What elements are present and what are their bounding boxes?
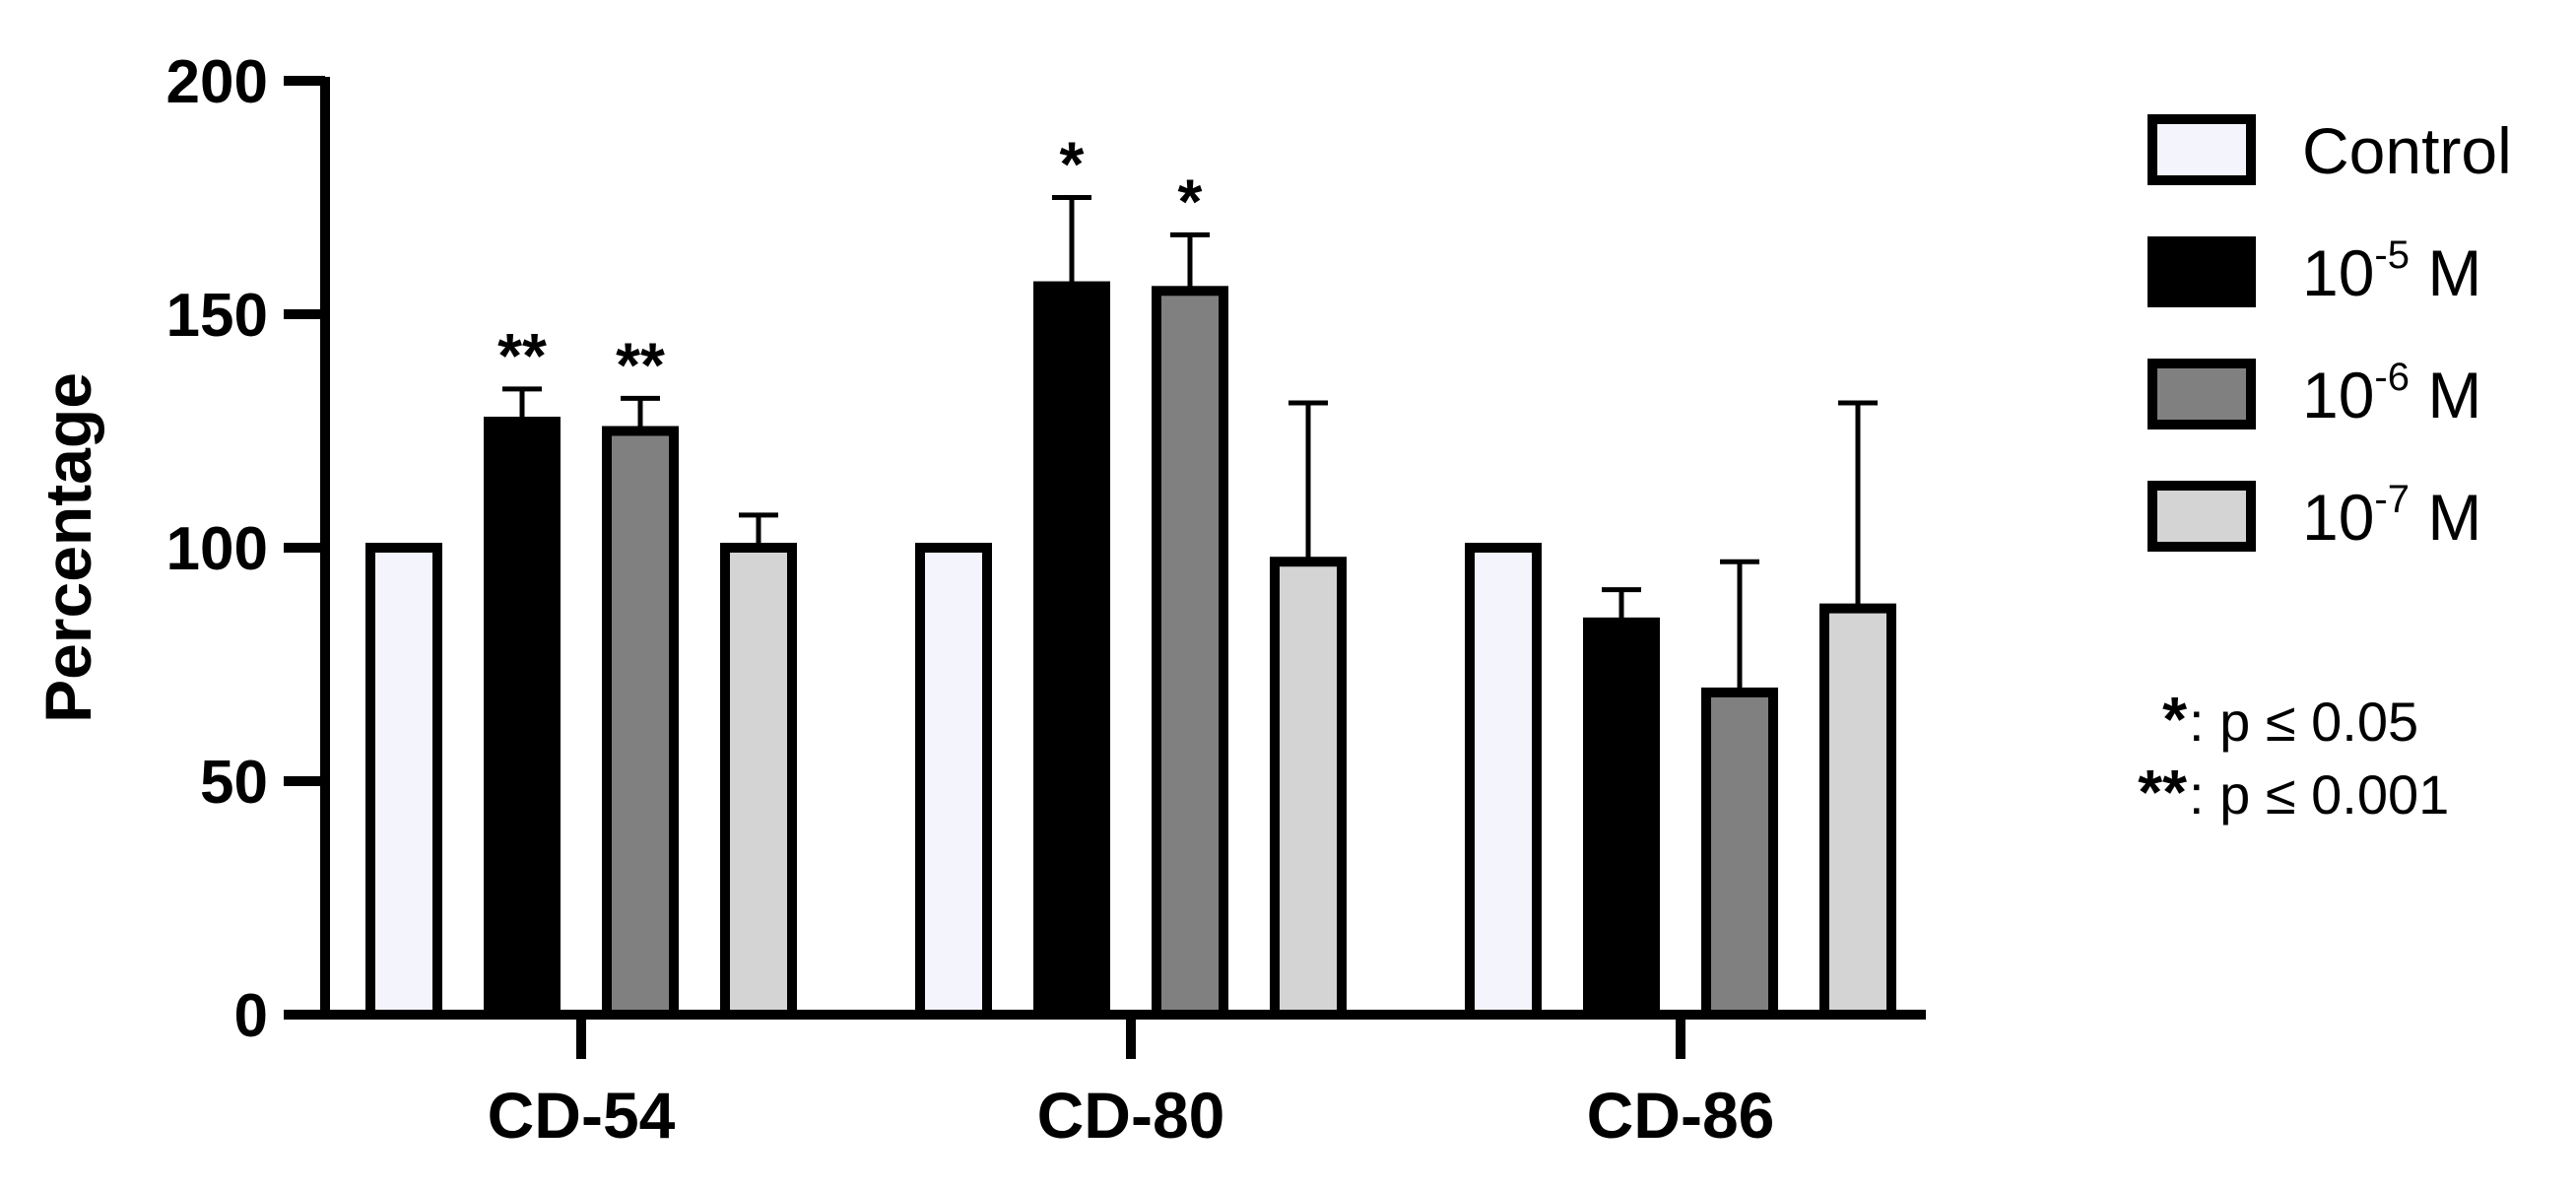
bar [1270, 557, 1347, 1020]
note-text-double: : p ≤ 0.001 [2189, 763, 2449, 825]
category-label: CD-54 [488, 1079, 676, 1152]
legend-swatch [2147, 359, 2256, 429]
bar [1033, 281, 1110, 1020]
significance-note: *: p ≤ 0.05**: p ≤ 0.001 [2138, 684, 2449, 827]
significance-markers: ** **** [497, 129, 1202, 401]
legend-label-base: 10 [2302, 359, 2374, 431]
legend-label: 10-7 M [2302, 478, 2481, 554]
legend-label-unit: M [2410, 359, 2481, 431]
y-tick-label: 100 [166, 515, 268, 583]
legend-label-exponent: -5 [2374, 233, 2410, 277]
legend-swatch [2147, 481, 2256, 552]
bar [484, 417, 561, 1020]
y-tick-label: 0 [234, 982, 268, 1050]
bar [1701, 687, 1778, 1020]
legend-label-exponent: -6 [2374, 356, 2410, 399]
legend-label: 10-6 M [2302, 356, 2481, 431]
significance-marker: * [1060, 129, 1085, 200]
bar [720, 543, 797, 1020]
bar [602, 426, 679, 1020]
legend-label-exponent: -7 [2374, 478, 2410, 521]
bar [1152, 286, 1228, 1020]
legend-label: 10-5 M [2302, 233, 2481, 309]
significance-marker: * [1178, 165, 1203, 236]
note-text-single: : p ≤ 0.05 [2189, 691, 2418, 753]
legend-swatch [2147, 236, 2256, 307]
note-symbol-double: ** [2138, 757, 2187, 827]
error-bars [502, 195, 1878, 693]
axes: 0 50 100 150 200 Percentage CD-54 CD-80 CD-86 [32, 48, 1926, 1152]
category-label: CD-80 [1037, 1079, 1225, 1152]
note-symbol-single: * [2162, 684, 2187, 755]
bars [365, 281, 1896, 1021]
bar [1819, 603, 1896, 1020]
y-tick-label: 150 [166, 282, 268, 350]
bar [365, 543, 442, 1020]
legend-label-base: Control [2302, 114, 2512, 187]
bar [1465, 543, 1542, 1020]
legend-label-base: 10 [2302, 481, 2374, 554]
bar [915, 543, 992, 1020]
category-label: CD-86 [1587, 1079, 1775, 1152]
significance-marker: ** [497, 320, 547, 391]
legend-label-base: 10 [2302, 236, 2374, 309]
legend-label-unit: M [2410, 236, 2481, 309]
legend-label-unit: M [2410, 481, 2481, 554]
legend-label: Control [2302, 114, 2512, 187]
bar [1583, 617, 1660, 1021]
significance-marker: ** [616, 329, 665, 400]
legend-swatch [2147, 114, 2256, 185]
y-tick-label: 200 [166, 48, 268, 116]
y-axis-label: Percentage [32, 372, 104, 723]
y-tick-label: 50 [200, 749, 268, 817]
